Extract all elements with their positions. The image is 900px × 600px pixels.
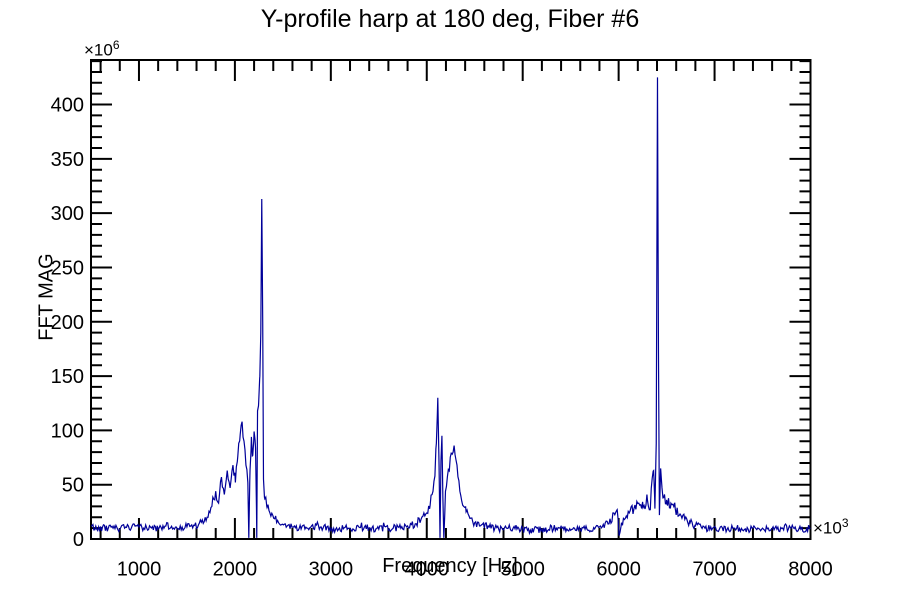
x-tick-label: 2000 xyxy=(213,559,258,581)
x-tick-label: 8000 xyxy=(788,559,833,581)
x-tick-label: 1000 xyxy=(117,559,162,581)
y-tick-label: 50 xyxy=(62,475,84,497)
y-tick-label: 250 xyxy=(51,257,84,279)
y-axis-exponent: ×106 xyxy=(84,38,120,60)
y-tick-label: 400 xyxy=(51,95,84,117)
x-tick-label: 3000 xyxy=(309,559,354,581)
y-tick-label: 300 xyxy=(51,203,84,225)
y-tick-label: 100 xyxy=(51,420,84,442)
chart-title: Y-profile harp at 180 deg, Fiber #6 xyxy=(260,5,640,33)
spectrum-line xyxy=(90,77,811,538)
x-tick-label: 5000 xyxy=(500,559,545,581)
y-tick-label: 0 xyxy=(73,529,84,551)
axis-ticks xyxy=(91,60,812,540)
y-tick-label: 150 xyxy=(51,366,84,388)
x-tick-label: 6000 xyxy=(596,559,641,581)
x-axis-title: Frequency [Hz] xyxy=(382,555,518,577)
x-axis-exponent: ×103 xyxy=(813,516,849,538)
x-tick-label: 4000 xyxy=(405,559,450,581)
y-tick-label: 350 xyxy=(51,149,84,171)
y-tick-label: 200 xyxy=(51,312,84,334)
y-axis-title: FFT MAG xyxy=(35,253,58,341)
x-tick-label: 7000 xyxy=(692,559,737,581)
plot-frame xyxy=(90,59,812,540)
